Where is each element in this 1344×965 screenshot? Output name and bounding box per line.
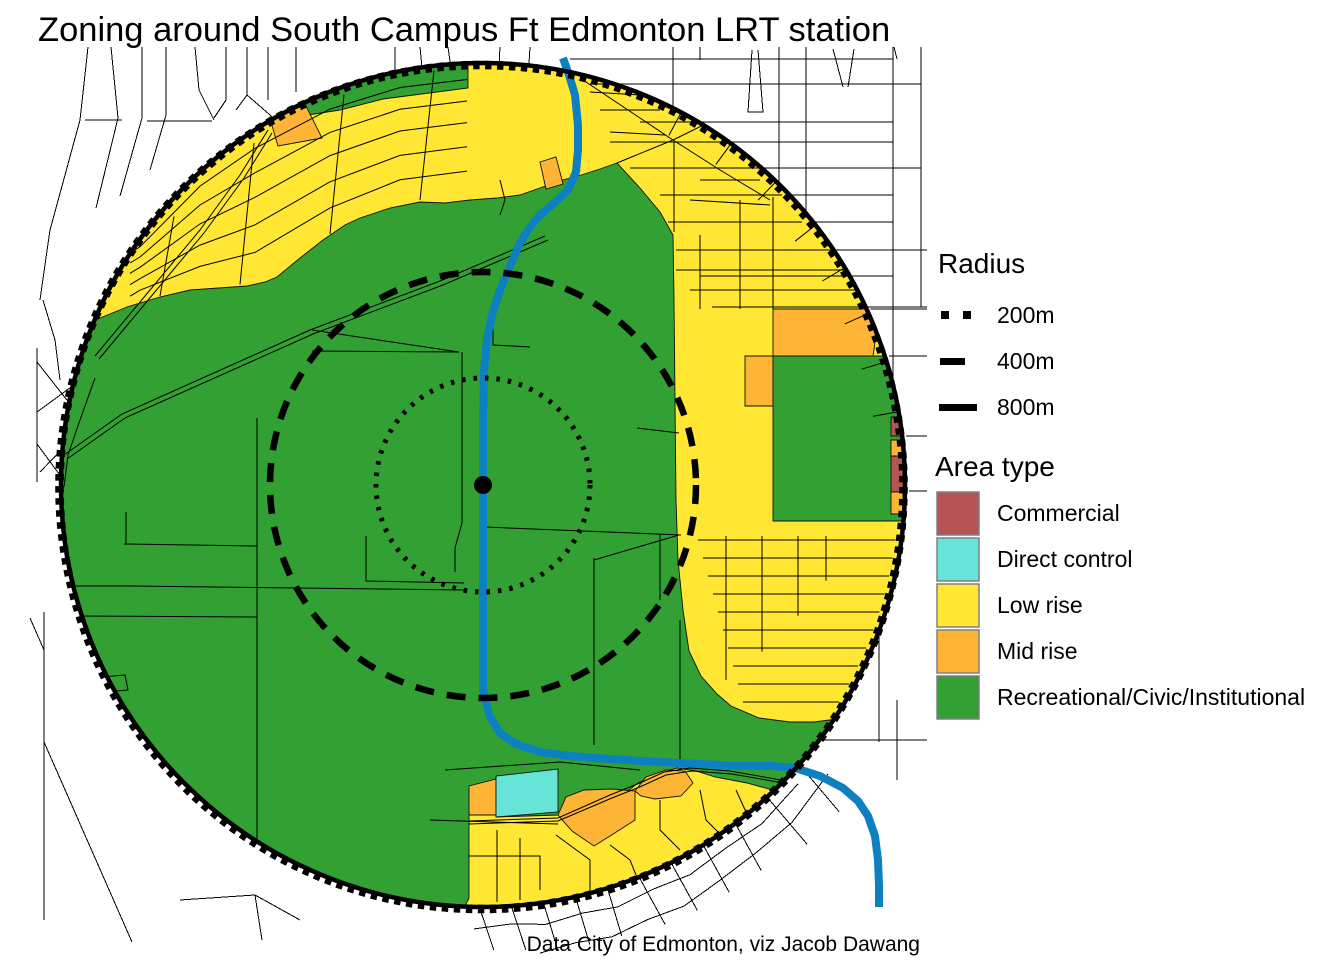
svg-text:Radius: Radius (938, 248, 1025, 279)
svg-text:Mid rise: Mid rise (997, 638, 1078, 664)
svg-text:800m: 800m (997, 394, 1055, 420)
svg-text:Zoning around South Campus Ft: Zoning around South Campus Ft Edmonton L… (38, 11, 890, 49)
svg-text:Area type: Area type (935, 451, 1055, 482)
svg-text:Commercial: Commercial (997, 500, 1120, 526)
svg-text:200m: 200m (997, 302, 1055, 328)
svg-text:400m: 400m (997, 348, 1055, 374)
svg-text:Low rise: Low rise (997, 592, 1083, 618)
svg-text:Data City of Edmonton, viz Jac: Data City of Edmonton, viz Jacob Dawang (527, 933, 920, 956)
svg-text:Direct control: Direct control (997, 546, 1132, 572)
svg-text:Recreational/Civic/Institution: Recreational/Civic/Institutional (997, 684, 1305, 710)
